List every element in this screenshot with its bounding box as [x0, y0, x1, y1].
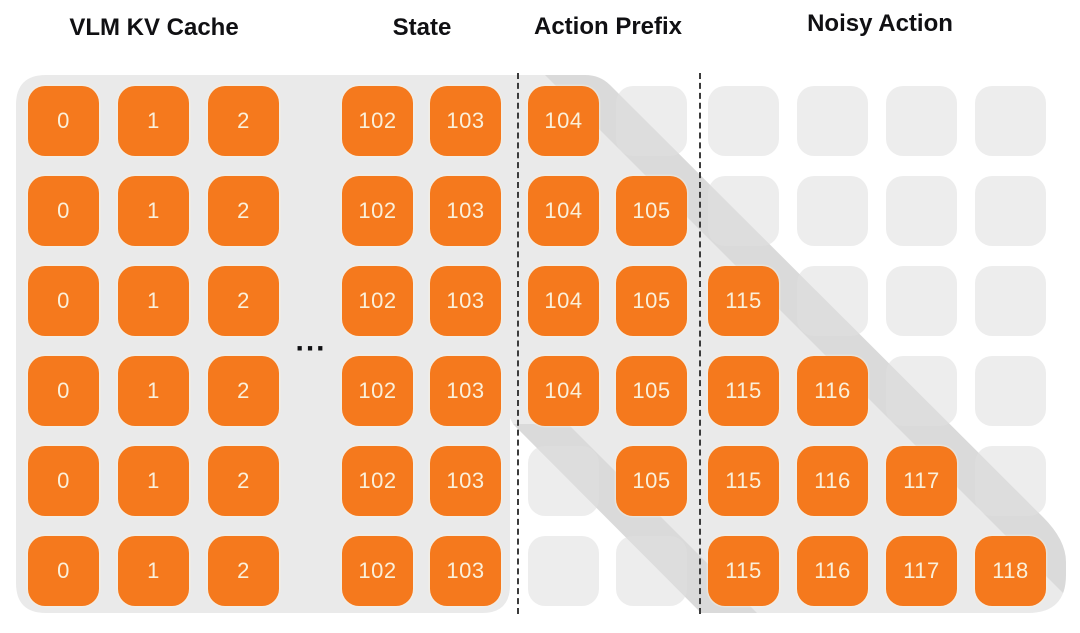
token-cell: 116: [797, 356, 868, 426]
token-cell: 105: [616, 356, 687, 426]
label-state: State: [392, 14, 452, 41]
token-cell: 115: [708, 356, 779, 426]
token-cell: 2: [208, 356, 279, 426]
token-cell: 1: [118, 266, 189, 336]
token-cell: 115: [708, 536, 779, 606]
token-cell: 1: [118, 176, 189, 246]
token-cell: 0: [28, 536, 99, 606]
token-cell: 102: [342, 266, 413, 336]
token-cell: 1: [118, 446, 189, 516]
label-action-prefix: Action Prefix: [533, 13, 683, 40]
token-cell: 116: [797, 446, 868, 516]
token-cell: 0: [28, 176, 99, 246]
ellipsis: ...: [295, 324, 327, 358]
token-cell: 2: [208, 446, 279, 516]
token-cell: 102: [342, 86, 413, 156]
token-cell: 0: [28, 446, 99, 516]
token-cell: 1: [118, 356, 189, 426]
divider-state-action-prefix: [517, 73, 519, 614]
token-cell: 0: [28, 86, 99, 156]
divider-action-prefix-noisy-action: [699, 73, 701, 614]
token-cell: 105: [616, 266, 687, 336]
label-noisy-action: Noisy Action: [807, 10, 953, 37]
label-vlm-kv-cache: VLM KV Cache: [69, 14, 239, 41]
token-cell: 105: [616, 176, 687, 246]
token-cell: 104: [528, 176, 599, 246]
token-cell: 103: [430, 356, 501, 426]
token-cell: 116: [797, 536, 868, 606]
token-cell: 103: [430, 176, 501, 246]
token-cell: 115: [708, 446, 779, 516]
token-cell: 104: [528, 86, 599, 156]
token-cell: 103: [430, 446, 501, 516]
token-cell: 102: [342, 446, 413, 516]
token-cell: 1: [118, 86, 189, 156]
token-cell: 2: [208, 86, 279, 156]
token-cell: 103: [430, 266, 501, 336]
token-cell: 1: [118, 536, 189, 606]
token-cell: 103: [430, 86, 501, 156]
token-cell: 103: [430, 536, 501, 606]
token-cell: 117: [886, 446, 957, 516]
token-cell: 2: [208, 176, 279, 246]
token-cell: 0: [28, 356, 99, 426]
token-cell: 2: [208, 536, 279, 606]
token-cell: 0: [28, 266, 99, 336]
token-cell: 104: [528, 356, 599, 426]
token-cell: 104: [528, 266, 599, 336]
token-cell: 2: [208, 266, 279, 336]
token-cell: 118: [975, 536, 1046, 606]
token-cell: 102: [342, 536, 413, 606]
token-cell: 105: [616, 446, 687, 516]
token-cell: 115: [708, 266, 779, 336]
token-cell: 117: [886, 536, 957, 606]
token-cell: 102: [342, 176, 413, 246]
token-cell: 102: [342, 356, 413, 426]
